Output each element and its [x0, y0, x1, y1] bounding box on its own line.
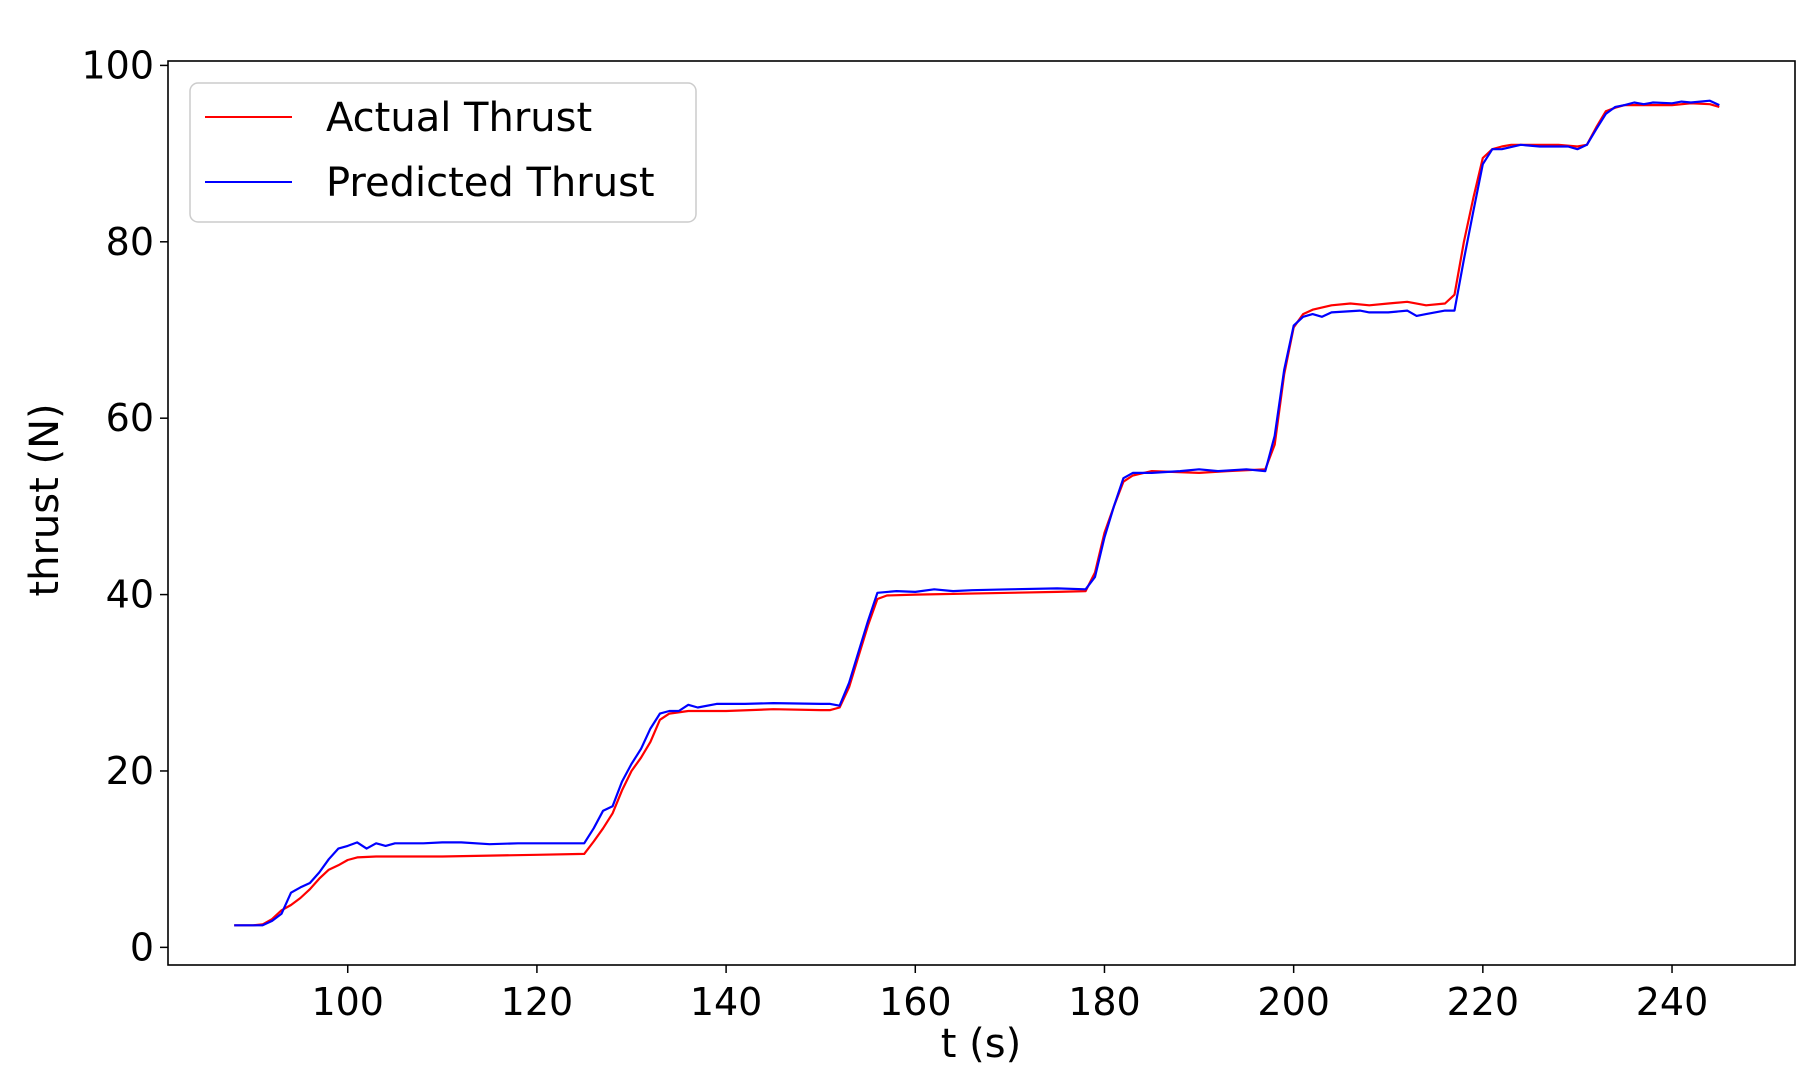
legend: Actual Thrust Predicted Thrust — [189, 82, 697, 223]
y-axis: 0 20 40 60 80 100 — [81, 43, 168, 969]
series-line-1 — [234, 99, 1720, 927]
x-tick-label-2: 140 — [690, 980, 763, 1024]
x-tick-label-1: 120 — [501, 980, 574, 1024]
x-tick-label-4: 180 — [1068, 980, 1141, 1024]
x-tick-label-5: 200 — [1257, 980, 1330, 1024]
legend-label-predicted: Predicted Thrust — [326, 160, 655, 206]
series-line-0 — [234, 102, 1720, 927]
x-tick-label-6: 220 — [1447, 980, 1520, 1024]
x-tick-label-7: 240 — [1636, 980, 1709, 1024]
y-tick-label-3: 60 — [106, 396, 154, 440]
y-tick-label-0: 0 — [130, 925, 154, 969]
x-tick-label-0: 100 — [311, 980, 384, 1024]
y-tick-label-2: 40 — [106, 573, 154, 617]
plot-frame — [167, 60, 1796, 966]
x-axis: 100 120 140 160 180 200 220 240 — [311, 965, 1708, 1024]
legend-box — [189, 82, 697, 223]
y-tick-label-5: 100 — [81, 43, 154, 87]
y-tick-label-1: 20 — [106, 749, 154, 793]
x-tick-label-3: 160 — [879, 980, 952, 1024]
x-axis-label: t (s) — [941, 1021, 1021, 1066]
y-tick-label-4: 80 — [106, 220, 154, 264]
legend-label-actual: Actual Thrust — [326, 95, 592, 141]
y-axis-label: thrust (N) — [22, 403, 68, 596]
series-layer — [234, 99, 1720, 927]
